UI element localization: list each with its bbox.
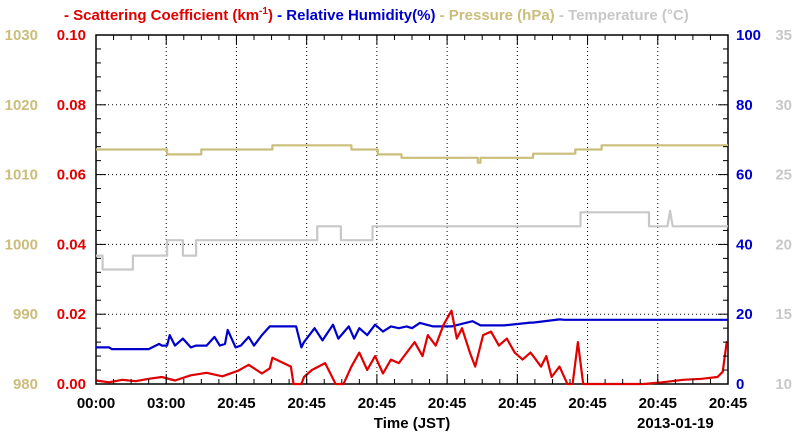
temperature-tick-label: 25 (775, 167, 792, 184)
x-tick-label: 20:45 (639, 395, 677, 412)
x-tick-label: 20:45 (217, 395, 255, 412)
pressure-tick-label: 1030 (5, 27, 38, 44)
x-tick-label: 20:45 (358, 395, 396, 412)
humidity-tick-label: 0 (736, 376, 744, 393)
pressure-tick-label: 980 (13, 376, 38, 393)
scattering-tick-label: 0.02 (57, 306, 86, 323)
scattering-tick-label: 0.08 (57, 97, 86, 114)
pressure-tick-label: 1020 (5, 97, 38, 114)
pressure-tick-label: 990 (13, 306, 38, 323)
temperature-tick-label: 10 (775, 376, 792, 393)
plot-frame (95, 34, 729, 385)
legend: - Scattering Coefficient (km-1) - Relati… (64, 6, 689, 24)
x-tick-label: 20:45 (709, 395, 747, 412)
x-tick-label: 00:00 (77, 395, 115, 412)
legend-entry: - Scattering Coefficient (km (64, 7, 259, 24)
legend-text: - Scattering Coefficient (km-1) - Relati… (64, 6, 689, 24)
temperature-tick-label: 30 (775, 97, 792, 114)
humidity-tick-label: 100 (736, 27, 761, 44)
x-tick-label: 20:45 (568, 395, 606, 412)
scattering-tick-label: 0.06 (57, 167, 86, 184)
legend-entry: - Relative Humidity(%) (273, 7, 436, 24)
temperature-tick-label: 20 (775, 236, 792, 253)
x-tick-label: 20:45 (428, 395, 466, 412)
legend-suffix: ) (268, 7, 273, 24)
series-line-humidity (96, 318, 728, 351)
x-tick-label: 03:00 (147, 395, 185, 412)
series-line-scattering (95, 309, 728, 386)
series-layer (95, 144, 728, 386)
x-tick-label: 20:45 (498, 395, 536, 412)
humidity-tick-label: 80 (736, 97, 753, 114)
pressure-tick-label: 1010 (5, 167, 38, 184)
axis-ticks: 00:00 03:00 20:45 20:45 20:45 20:45 20:45 20:45… (5, 27, 792, 412)
grid (96, 35, 728, 384)
legend-entry: - Temperature (°C) (555, 7, 689, 24)
temperature-tick-label: 15 (775, 306, 792, 323)
scattering-tick-label: 0.10 (57, 27, 86, 44)
legend-superscript: -1 (259, 6, 268, 17)
x-tick-label: 20:45 (287, 395, 325, 412)
pressure-tick-label: 1000 (5, 236, 38, 253)
scattering-tick-label: 0.04 (57, 236, 87, 253)
humidity-tick-label: 40 (736, 236, 753, 253)
x-axis-label: Time (JST) (374, 415, 450, 432)
temperature-tick-label: 35 (775, 27, 792, 44)
series-line-temperature (96, 209, 728, 271)
legend-entry: - Pressure (hPa) (435, 7, 554, 24)
series-line-pressure (96, 144, 728, 164)
x-date-label: 2013-01-19 (637, 415, 714, 432)
humidity-tick-label: 60 (736, 167, 753, 184)
scattering-tick-label: 0.00 (57, 376, 86, 393)
humidity-tick-label: 20 (736, 306, 753, 323)
